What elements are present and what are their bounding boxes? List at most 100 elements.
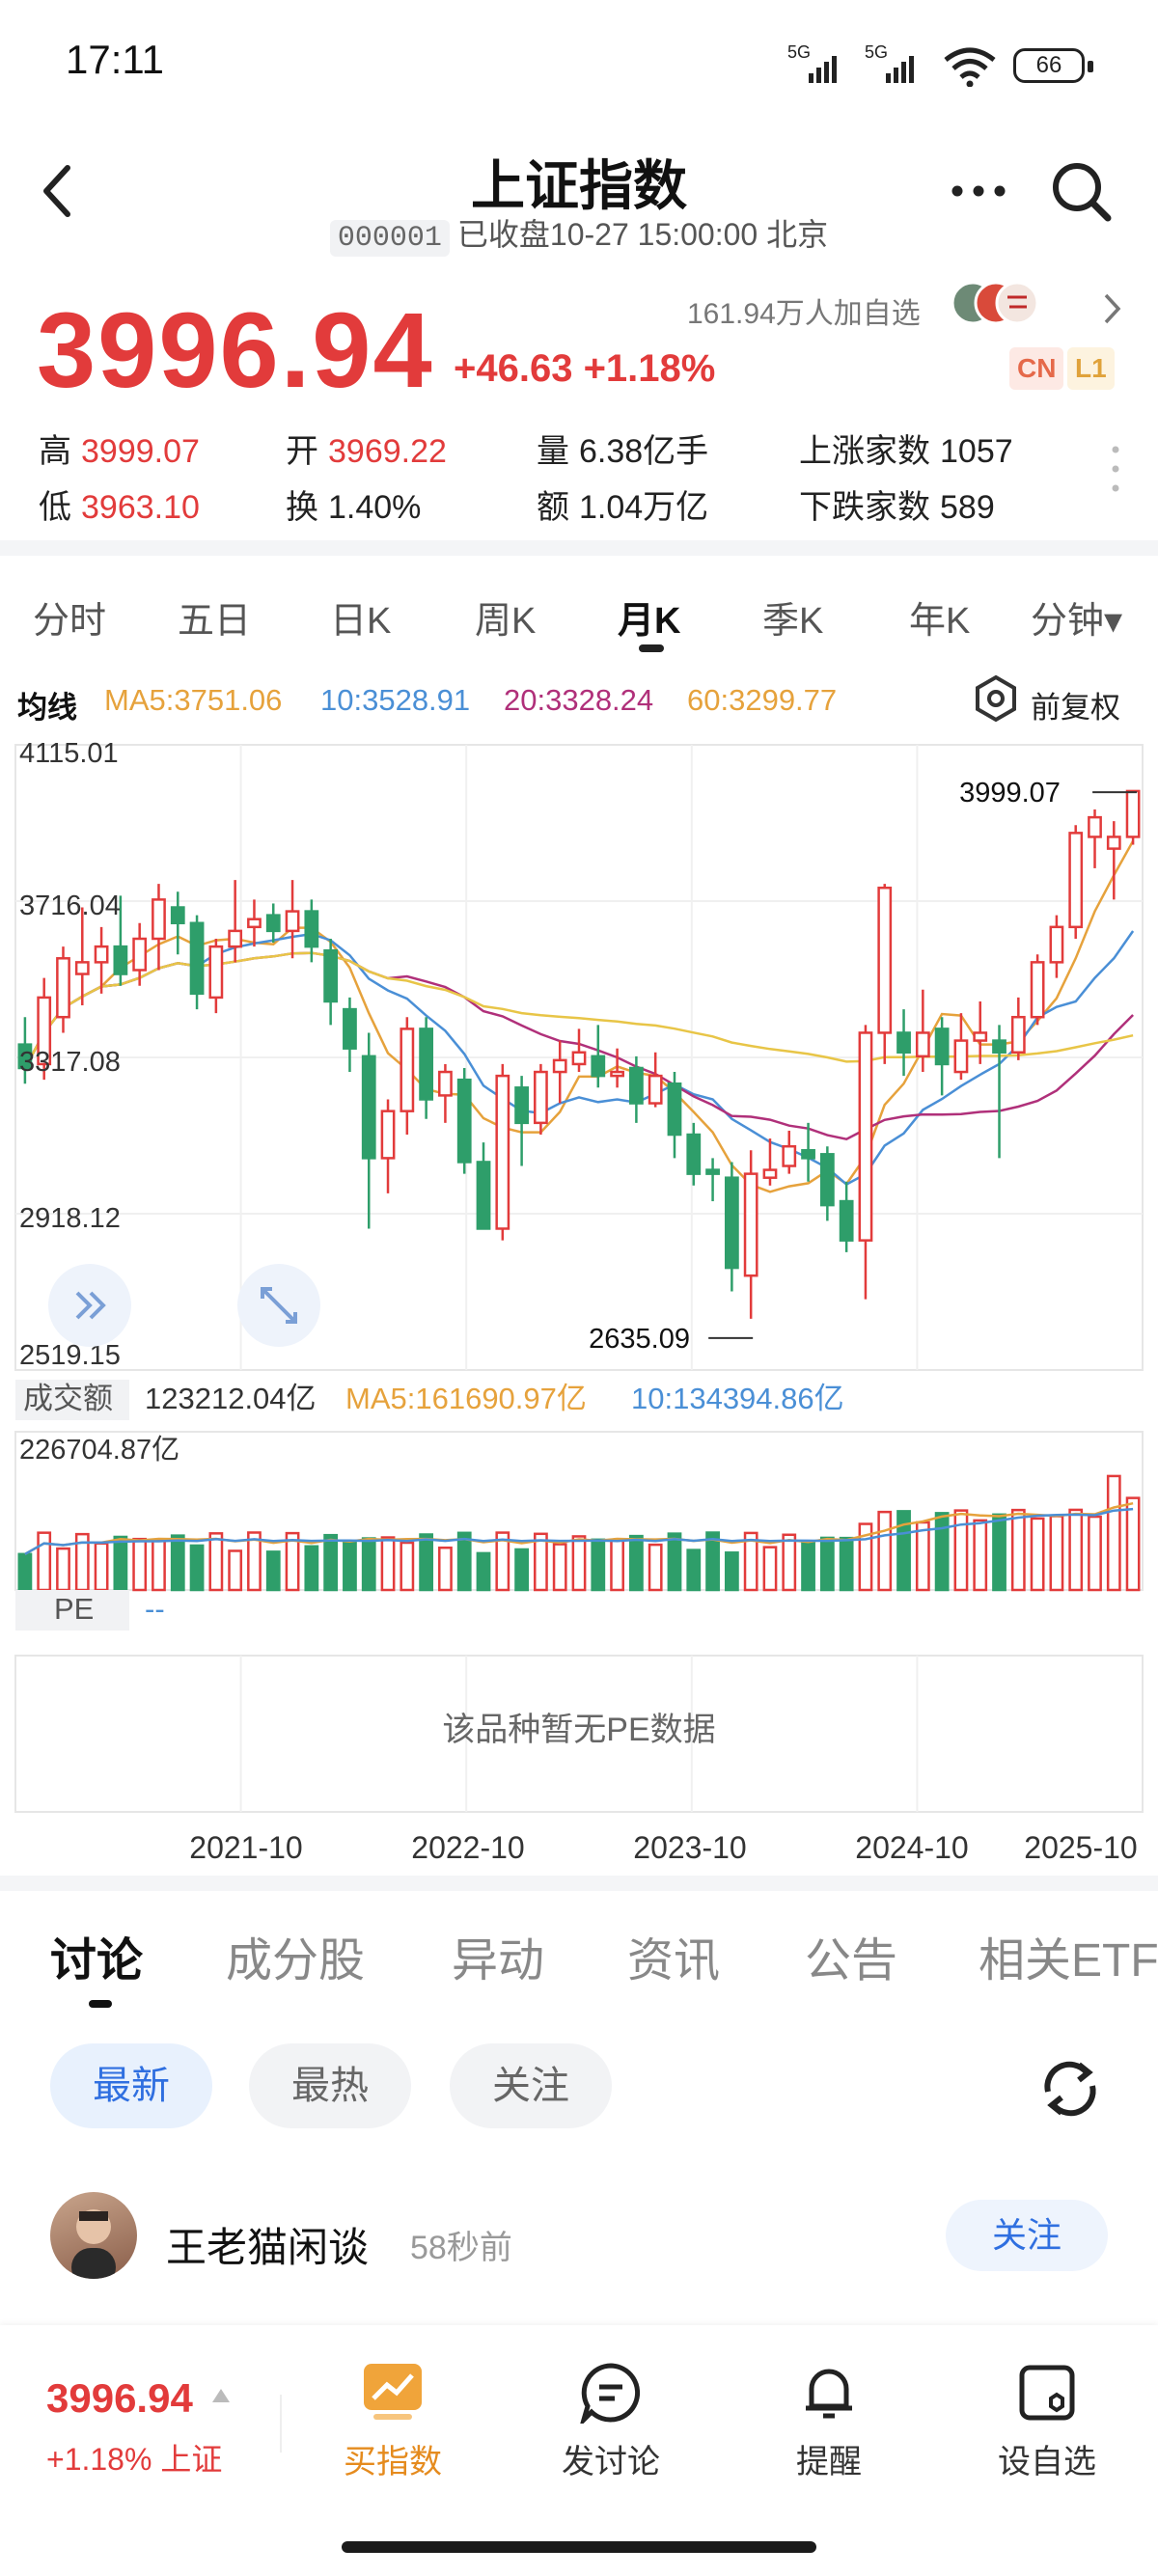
kline-chart[interactable]: 4115.01 3716.04 3317.08 2918.12 2519.15 3999.… <box>0 733 1158 1872</box>
followers-count[interactable]: 161.94万人加自选 <box>687 298 921 330</box>
period-tab-6[interactable]: 年K <box>909 601 971 642</box>
ma20-value: 20:3328.24 <box>504 683 654 717</box>
author-name[interactable]: 王老猫闲谈 <box>166 2225 370 2270</box>
candle-body <box>419 1028 434 1101</box>
candle-body <box>534 1070 548 1125</box>
content-tab-1[interactable]: 成分股 <box>226 1935 366 1987</box>
nav-price[interactable]: 3996.94 <box>46 2375 193 2421</box>
volume-label: 成交额 <box>23 1382 113 1415</box>
stat-value: 3999.07 <box>81 433 200 470</box>
volume-bar <box>189 1544 205 1592</box>
period-tab-0[interactable]: 分时 <box>33 601 107 642</box>
period-tab-2[interactable]: 日K <box>330 601 392 642</box>
candle-body <box>1088 815 1102 838</box>
follow-button[interactable]: 关注 <box>946 2200 1108 2271</box>
content-tab-4[interactable]: 公告 <box>805 1935 898 1987</box>
volume-bar <box>953 1509 969 1592</box>
content-tab-0[interactable]: 讨论 <box>50 1935 144 1987</box>
author-avatar[interactable] <box>50 2192 137 2279</box>
candle-body <box>992 1039 1006 1055</box>
search-icon[interactable] <box>1048 158 1116 226</box>
volume-bar <box>323 1533 339 1592</box>
volume-bar <box>896 1510 911 1592</box>
candle-body <box>667 1082 682 1137</box>
more-icon[interactable] <box>950 179 1007 203</box>
candle-body <box>934 1028 950 1066</box>
candle-body <box>610 1070 624 1078</box>
volume-bar <box>1010 1508 1026 1592</box>
nav-label-watchlist: 设自选 <box>998 2444 1096 2480</box>
follower-avatars[interactable] <box>951 278 1038 328</box>
content-tab-2[interactable]: 异动 <box>452 1935 545 1987</box>
content-tab-indicator <box>89 2000 112 2008</box>
candle-body <box>877 886 893 1034</box>
bottom-nav <box>0 2325 1158 2576</box>
triangle-up-icon <box>212 2389 230 2402</box>
ma60-value: 60:3299.77 <box>687 683 838 717</box>
nav-post[interactable]: 发讨论 <box>534 2362 688 2482</box>
volume-bar <box>343 1540 357 1592</box>
y-tick-label: 3317.08 <box>19 1047 121 1078</box>
section-divider-2 <box>0 1876 1158 1891</box>
stat-label: 开 <box>286 433 318 470</box>
filter-pill-1[interactable]: 最热 <box>249 2043 411 2128</box>
quote-subtitle: 000001 已收盘10-27 15:00:00 北京 <box>0 210 1158 257</box>
chevron-right-icon[interactable] <box>1102 291 1123 326</box>
candle-body <box>1010 1015 1026 1055</box>
nav-alert[interactable]: 提醒 <box>752 2362 906 2482</box>
volume-bar <box>934 1512 950 1592</box>
period-tab-indicator <box>639 644 664 652</box>
volume-bar <box>591 1538 606 1592</box>
pe-empty-message: 该品种暂无PE数据 <box>442 1712 715 1748</box>
content-tab-3[interactable]: 资讯 <box>627 1935 721 1987</box>
candle-body <box>915 1031 930 1058</box>
volume-bar <box>170 1534 185 1592</box>
volume-bar <box>380 1536 396 1592</box>
candle-body <box>782 1144 797 1167</box>
nav-change[interactable]: +1.18% 上证 <box>46 2442 223 2477</box>
price-change: +46.63 +1.18% <box>454 347 716 390</box>
nav-buy-index[interactable]: 买指数 <box>316 2362 470 2482</box>
volume-value: 123212.04亿 <box>145 1382 317 1415</box>
comment-icon <box>580 2363 641 2424</box>
volume-bar <box>1049 1515 1064 1592</box>
adjust-mode[interactable]: 前复权 <box>1031 691 1120 725</box>
more-vertical-icon[interactable] <box>1108 442 1123 496</box>
period-tab-5[interactable]: 季K <box>762 601 824 642</box>
candle-body <box>228 929 243 948</box>
back-icon[interactable] <box>39 160 77 222</box>
period-tab-7[interactable]: 分钟▾ <box>1031 601 1123 642</box>
stat-label: 额 <box>537 489 569 526</box>
current-price: 3996.94 <box>37 291 434 410</box>
content-tab-5[interactable]: 相关ETF <box>979 1935 1158 1987</box>
period-tab-3[interactable]: 周K <box>475 601 537 642</box>
candle-body <box>801 1149 815 1160</box>
refresh-icon[interactable] <box>1036 2055 1104 2123</box>
candle-body <box>456 1078 472 1164</box>
nav-watchlist[interactable]: 设自选 <box>970 2362 1124 2482</box>
stat-value: 3969.22 <box>328 433 447 470</box>
candle-body <box>189 921 205 996</box>
fullscreen-button[interactable] <box>237 1264 320 1347</box>
filter-pill-0[interactable]: 最新 <box>50 2043 212 2128</box>
candle-body <box>1030 961 1045 1019</box>
ma-legend-label: 均线 <box>17 691 77 725</box>
expand-left-button[interactable] <box>48 1264 131 1347</box>
volume-bar <box>1125 1496 1141 1592</box>
candle-body <box>552 1058 567 1074</box>
page-title: 上证指数 <box>471 155 687 216</box>
market-status: 已收盘10-27 15:00:00 北京 <box>456 217 829 252</box>
settings-hex-icon[interactable] <box>971 673 1021 724</box>
candle-body <box>973 1031 988 1042</box>
volume-bar <box>247 1531 262 1592</box>
bell-icon <box>806 2369 852 2419</box>
home-indicator[interactable] <box>342 2541 816 2553</box>
volume-bar <box>801 1541 815 1592</box>
candle-body <box>1125 789 1141 838</box>
candle-body <box>304 910 319 948</box>
candle-body <box>56 957 70 1019</box>
period-tab-4[interactable]: 月K <box>618 601 681 642</box>
filter-pill-2[interactable]: 关注 <box>450 2043 612 2128</box>
period-tab-1[interactable]: 五日 <box>178 601 252 642</box>
candle-body <box>495 1074 510 1230</box>
